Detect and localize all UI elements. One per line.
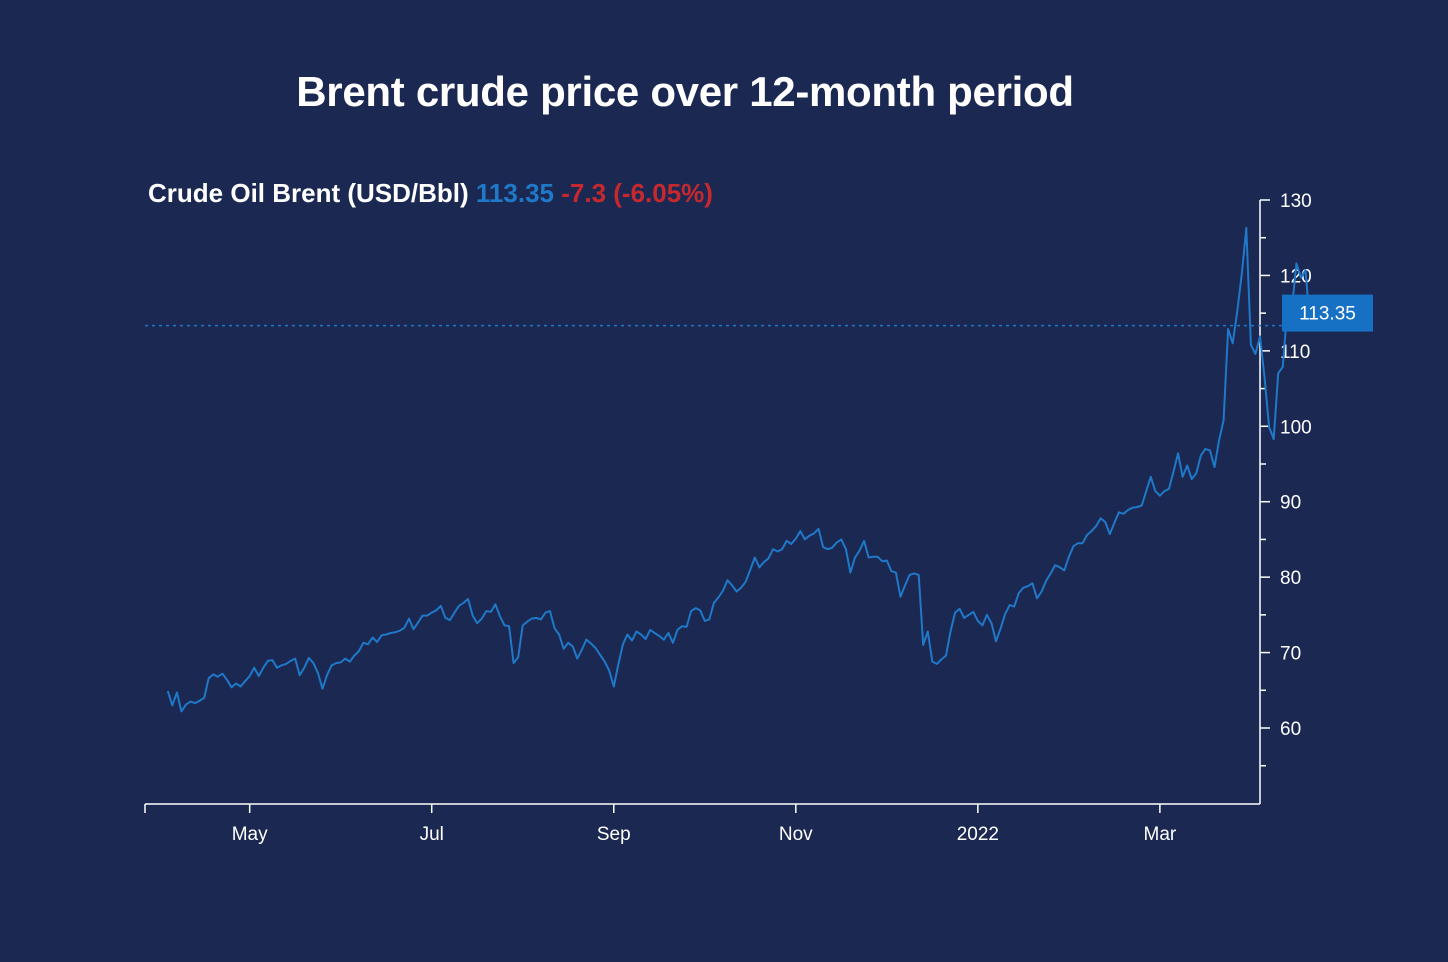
- x-tick-label: Mar: [1144, 824, 1177, 845]
- chart-header: Crude Oil Brent (USD/Bbl) 113.35 -7.3 (-…: [148, 178, 713, 209]
- series-layer: [166, 226, 1312, 713]
- x-tick-label: May: [232, 824, 268, 845]
- price-series-line: [166, 226, 1312, 713]
- last-price: 113.35: [475, 178, 554, 208]
- chart-title: Brent crude price over 12-month period: [296, 68, 1074, 115]
- instrument-label: Crude Oil Brent (USD/Bbl): [148, 178, 469, 208]
- x-tick-label: Jul: [420, 824, 444, 845]
- price-change: -7.3 (-6.05%): [561, 178, 713, 208]
- x-tick-label: Nov: [779, 824, 813, 845]
- y-tick-label: 80: [1280, 568, 1301, 589]
- current-value-badge-label: 113.35: [1299, 304, 1356, 325]
- x-tick-label: Sep: [597, 824, 631, 845]
- badge-layer: 113.35: [1282, 294, 1373, 332]
- x-tick-label: 2022: [957, 824, 999, 845]
- y-tick-label: 130: [1280, 191, 1312, 212]
- y-tick-label: 110: [1280, 342, 1310, 363]
- y-tick-label: 70: [1280, 644, 1301, 665]
- y-tick-label: 90: [1280, 493, 1301, 514]
- current-value-badge: [1282, 294, 1373, 332]
- y-tick-label: 100: [1280, 417, 1312, 438]
- y-tick-label: 60: [1280, 719, 1301, 740]
